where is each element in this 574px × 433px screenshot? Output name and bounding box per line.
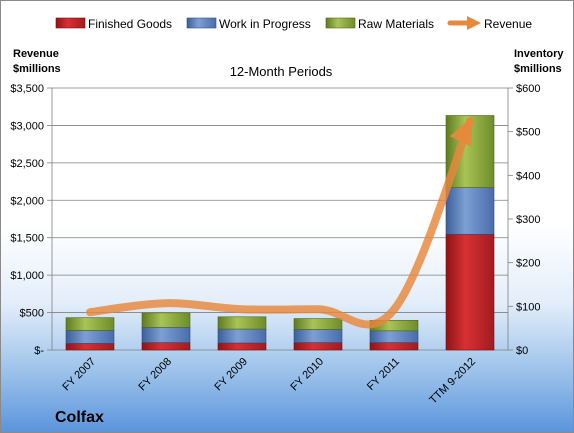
left-axis-tick-label: $- xyxy=(34,345,44,357)
legend-label-work-in-progress: Work in Progress xyxy=(219,17,311,31)
bar-work-in-progress xyxy=(445,187,495,235)
legend-label-raw-materials: Raw Materials xyxy=(358,17,434,31)
bar-finished-goods xyxy=(369,342,419,351)
chart-subtitle: 12-Month Periods xyxy=(230,64,333,79)
bar-work-in-progress xyxy=(369,330,419,343)
x-axis-labels: FY 2007 FY 2008 FY 2009 FY 2010 FY 2011 TTM 9… xyxy=(60,356,478,407)
legend-swatch-raw-materials xyxy=(325,17,356,29)
right-axis-tick-label: $500 xyxy=(516,127,540,139)
legend-arrow-revenue xyxy=(467,16,481,30)
bar-work-in-progress xyxy=(217,328,267,344)
right-axis-tick-label: $0 xyxy=(516,345,528,357)
bar-raw-materials xyxy=(217,316,267,330)
right-axis-title-line2: $millions xyxy=(514,63,562,75)
x-axis-label: FY 2008 xyxy=(136,356,174,394)
left-axis-tick-label: $3,500 xyxy=(10,83,44,95)
legend-label-finished-goods: Finished Goods xyxy=(88,17,172,31)
left-axis-tick-label: $3,000 xyxy=(10,120,44,132)
left-axis-tick-label: $1,000 xyxy=(10,270,44,282)
x-axis-label: FY 2009 xyxy=(212,356,250,394)
x-axis-label: FY 2007 xyxy=(60,356,98,394)
left-axis-tick-label: $1,500 xyxy=(10,233,44,245)
revenue-line xyxy=(86,116,474,329)
left-axis-title-line1: Revenue xyxy=(13,48,59,60)
x-axis-label: FY 2010 xyxy=(288,356,326,394)
x-axis-label: TTM 9-2012 xyxy=(427,356,478,407)
legend-swatch-finished-goods xyxy=(55,17,86,29)
left-axis-tick-label: $2,000 xyxy=(10,195,44,207)
left-axis-title-line2: $millions xyxy=(13,63,61,75)
right-axis-tick-label: $400 xyxy=(516,170,540,182)
legend-item-finished-goods: Finished Goods xyxy=(55,17,172,31)
left-axis-ticks: $- $500 $1,000 $1,500 $2,000 $2,500 $3,000 $3,5… xyxy=(10,83,52,357)
bar-finished-goods xyxy=(141,342,191,351)
x-axis-label: FY 2011 xyxy=(365,356,402,393)
right-axis-tick-label: $300 xyxy=(516,214,540,226)
right-axis-title-line1: Inventory xyxy=(514,48,564,60)
bar-work-in-progress xyxy=(65,330,115,344)
bar-work-in-progress xyxy=(141,326,191,343)
bar-finished-goods xyxy=(445,233,495,351)
company-name: Colfax xyxy=(55,409,104,426)
legend: Finished Goods Work in Progress Raw Mate… xyxy=(55,16,532,31)
bar-work-in-progress xyxy=(293,329,343,343)
bar-finished-goods xyxy=(293,342,343,351)
legend-item-raw-materials: Raw Materials xyxy=(325,17,434,31)
right-axis-ticks: $0 $100 $200 $300 $400 $500 $600 xyxy=(508,83,540,357)
bar-raw-materials xyxy=(293,318,343,330)
revenue-line-path xyxy=(86,117,474,329)
left-axis-tick-label: $500 xyxy=(20,308,44,320)
legend-item-work-in-progress: Work in Progress xyxy=(186,17,311,31)
right-axis-tick-label: $600 xyxy=(516,83,540,95)
revenue-arrowhead xyxy=(449,116,473,147)
legend-swatch-work-in-progress xyxy=(186,17,217,29)
right-axis-tick-label: $100 xyxy=(516,301,540,313)
bar-raw-materials xyxy=(65,317,115,331)
bar-finished-goods xyxy=(65,343,115,351)
bar-finished-goods xyxy=(217,342,267,351)
legend-item-revenue: Revenue xyxy=(447,16,532,31)
legend-label-revenue: Revenue xyxy=(484,17,532,31)
left-axis-tick-label: $2,500 xyxy=(10,158,44,170)
bar-raw-materials xyxy=(141,312,191,328)
right-axis-tick-label: $200 xyxy=(516,258,540,270)
